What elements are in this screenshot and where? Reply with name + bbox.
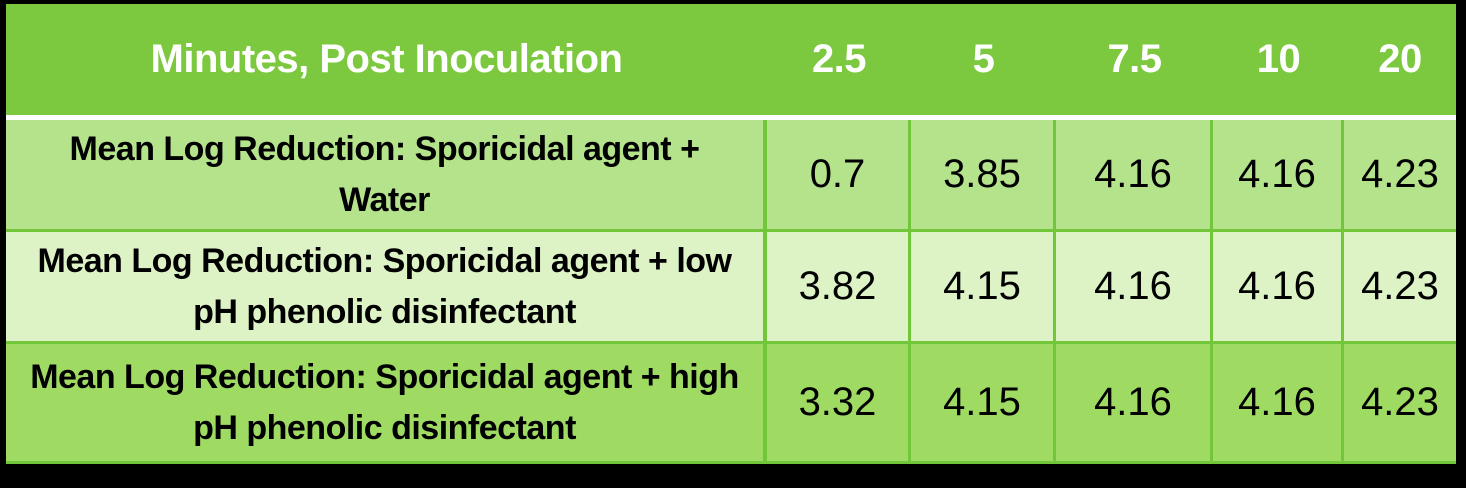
value-cell: 3.32 (767, 344, 911, 464)
row-label-high-ph: Mean Log Reduction: Sporicidal agent + h… (6, 344, 767, 464)
log-reduction-table: Minutes, Post Inoculation 2.5 5 7.5 10 2… (6, 4, 1456, 464)
value-cell: 4.16 (1056, 232, 1213, 344)
value-cell: 4.23 (1344, 120, 1456, 232)
value-cell: 4.16 (1056, 344, 1213, 464)
header-col-minutes-10: 10 (1213, 4, 1344, 120)
row-label-water: Mean Log Reduction: Sporicidal agent + W… (6, 120, 767, 232)
value-cell: 4.15 (911, 344, 1056, 464)
header-col-minutes-20: 20 (1344, 4, 1456, 120)
value-cell: 4.16 (1213, 344, 1344, 464)
value-cell: 4.23 (1344, 232, 1456, 344)
header-title: Minutes, Post Inoculation (6, 4, 767, 120)
value-cell: 4.15 (911, 232, 1056, 344)
table-row-high-ph: Mean Log Reduction: Sporicidal agent + h… (6, 344, 1456, 464)
value-cell: 4.16 (1213, 120, 1344, 232)
header-col-minutes-2-5: 2.5 (767, 4, 911, 120)
row-label-low-ph: Mean Log Reduction: Sporicidal agent + l… (6, 232, 767, 344)
value-cell: 3.82 (767, 232, 911, 344)
header-col-minutes-7-5: 7.5 (1056, 4, 1213, 120)
value-cell: 0.7 (767, 120, 911, 232)
header-row: Minutes, Post Inoculation 2.5 5 7.5 10 2… (6, 4, 1456, 120)
value-cell: 4.16 (1056, 120, 1213, 232)
value-cell: 4.16 (1213, 232, 1344, 344)
value-cell: 4.23 (1344, 344, 1456, 464)
table-row-water: Mean Log Reduction: Sporicidal agent + W… (6, 120, 1456, 232)
table-row-low-ph: Mean Log Reduction: Sporicidal agent + l… (6, 232, 1456, 344)
header-col-minutes-5: 5 (911, 4, 1056, 120)
value-cell: 3.85 (911, 120, 1056, 232)
